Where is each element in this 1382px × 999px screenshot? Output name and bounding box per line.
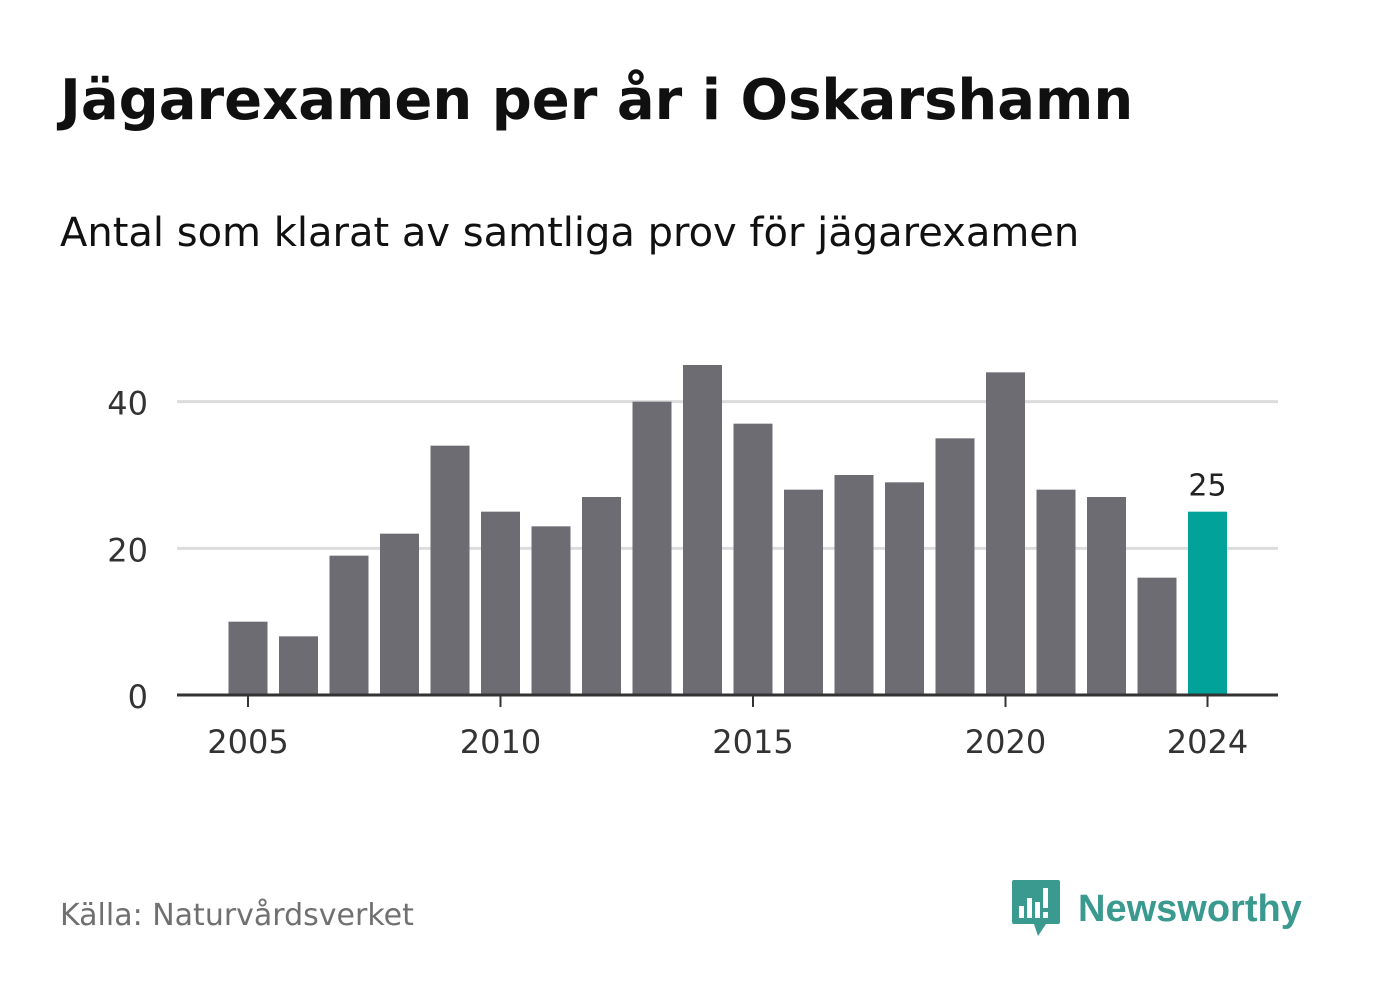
y-tick-label: 40 [107,385,148,423]
x-tick-label: 2010 [460,723,541,761]
x-tick-label: 2015 [712,723,793,761]
bar [885,482,924,695]
bar [683,365,722,695]
bar [481,511,520,695]
x-tick-label: 2005 [207,723,288,761]
bar [834,475,874,695]
y-tick-label: 0 [128,678,148,716]
bar [329,555,369,695]
bar [380,533,419,695]
bar [986,372,1025,695]
bar-highlight [1188,511,1227,695]
bar [531,526,571,695]
newsworthy-logo-icon [1012,880,1060,936]
bar [784,489,823,695]
source-note: Källa: Naturvårdsverket [60,898,414,933]
chart-title: Jägarexamen per år i Oskarshamn [60,68,1134,133]
x-tick-label: 2024 [1167,723,1248,761]
bar [279,636,318,695]
chart-subtitle: Antal som klarat av samtliga prov för jä… [60,210,1080,256]
bar [1036,489,1076,695]
bar [1087,497,1126,695]
data-label: 25 [1188,469,1226,504]
x-tick-label: 2020 [965,723,1046,761]
bar [935,438,975,695]
bar [1137,577,1177,695]
brand-logo: Newsworthy [1010,878,1302,940]
brand-name: Newsworthy [1078,887,1302,930]
bar [632,401,672,695]
bar [228,621,268,695]
bar [582,497,621,695]
bar [733,423,773,695]
bar [430,445,470,695]
y-tick-label: 20 [107,531,148,569]
